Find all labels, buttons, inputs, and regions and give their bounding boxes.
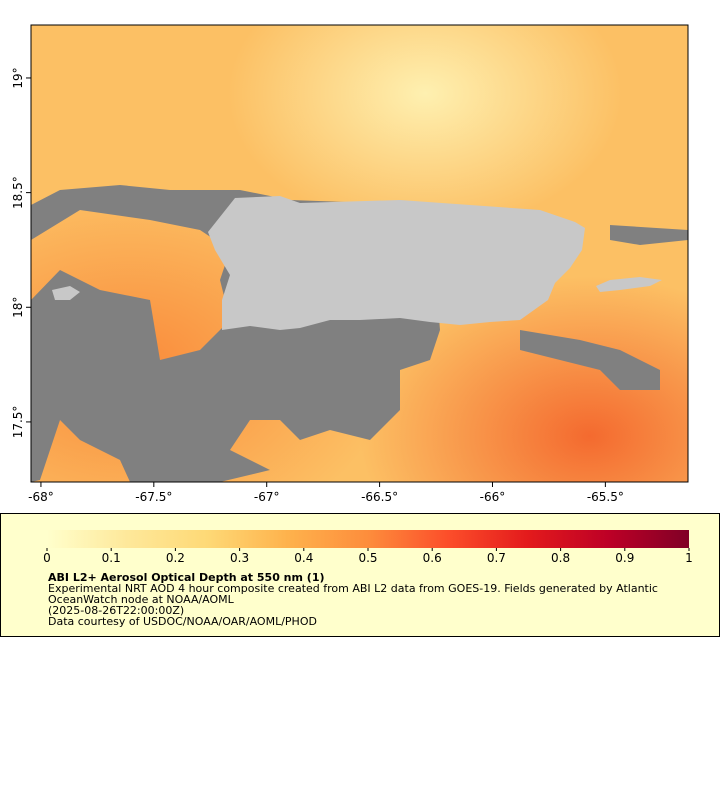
no-data	[610, 225, 688, 245]
colorbar-tick-label: 0.5	[358, 551, 377, 565]
colorbar-tick-label: 0.4	[294, 551, 313, 565]
y-tick-label: 18°	[11, 297, 25, 318]
island	[596, 277, 662, 292]
description: (2025-08-26T22:00:00Z)	[48, 604, 184, 617]
colorbar-tick-label: 0.7	[487, 551, 506, 565]
x-tick-label: -66.5°	[361, 490, 398, 504]
island	[208, 196, 585, 330]
colorbar-tick-label: 0.8	[551, 551, 570, 565]
colorbar-tick-label: 0.2	[166, 551, 185, 565]
y-tick-label: 18.5°	[11, 176, 25, 209]
colorbar-tick-label: 0	[43, 551, 51, 565]
y-tick-label: 19°	[11, 67, 25, 88]
map-field	[30, 24, 689, 483]
description: OceanWatch node at NOAA/AOML	[48, 593, 235, 606]
description: Experimental NRT AOD 4 hour composite cr…	[48, 582, 658, 595]
colorbar: 0 0.1 0.2 0.3 0.4 0.5 0.6 0.7 0.8 0.9 1	[43, 530, 693, 565]
map-frame	[30, 24, 689, 483]
x-tick-label: -67.5°	[135, 490, 172, 504]
colorbar-tick-label: 0.3	[230, 551, 249, 565]
x-tick-label: -67°	[254, 490, 280, 504]
colorbar-tick-label: 1	[685, 551, 693, 565]
no-data	[520, 330, 660, 390]
x-tick-label: -68°	[28, 490, 54, 504]
x-tick-label: -65.5°	[587, 490, 624, 504]
axes: -68° -67.5° -67° -66.5° -66° -65.5° 17.5° 18° 18…	[11, 67, 624, 504]
colorbar-scale	[47, 530, 689, 548]
colorbar-tick-label: 0.9	[615, 551, 634, 565]
island	[52, 286, 80, 300]
colorbar-title: ABI L2+ Aerosol Optical Depth at 550 nm …	[48, 571, 325, 584]
colorbar-tick-label: 0.6	[423, 551, 442, 565]
y-tick-label: 17.5°	[11, 406, 25, 439]
colorbar-tick-label: 0.1	[102, 551, 121, 565]
x-tick-label: -66°	[480, 490, 506, 504]
description: Data courtesy of USDOC/NOAA/OAR/AOML/PHO…	[48, 615, 317, 628]
